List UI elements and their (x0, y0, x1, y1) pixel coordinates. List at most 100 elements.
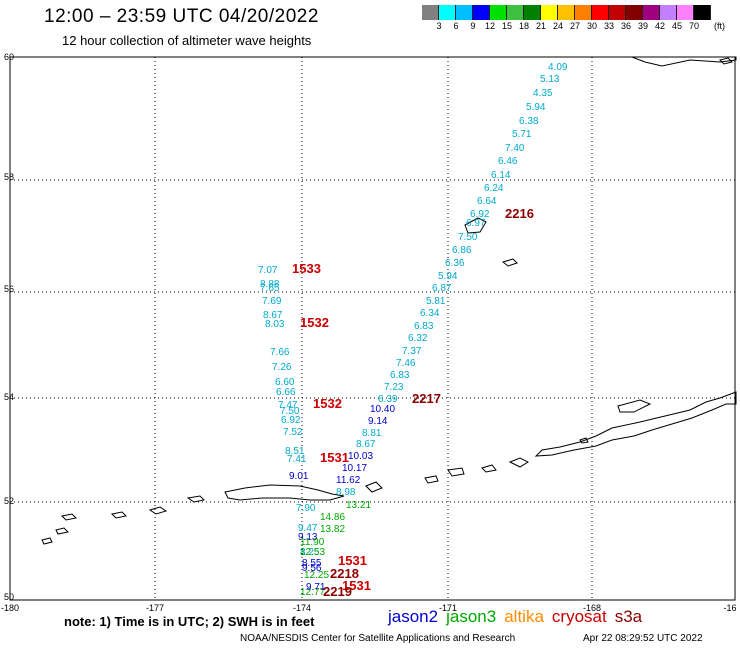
pass-time-label: 1531 (342, 578, 371, 593)
wave-height-label: 7.47 (278, 400, 298, 411)
wave-height-label: 12.53 (300, 547, 325, 558)
pass-time-label: 2219 (323, 584, 352, 599)
landmass (719, 57, 733, 65)
wave-height-label: 11.62 (336, 475, 361, 486)
pass-time-label: 2217 (412, 391, 441, 406)
wave-height-label: 7.23 (384, 382, 404, 393)
colorbar-tick-label: 21 (535, 21, 547, 31)
wave-height-label: 6.87 (432, 283, 452, 294)
wave-height-label: 5.94 (526, 102, 546, 113)
longitude-label: -168 (583, 603, 601, 613)
wave-height-label: 8.67 (356, 439, 376, 450)
pass-time-label: 2218 (330, 566, 359, 581)
wave-height-label: 5.71 (512, 129, 532, 140)
wave-height-label: 8.81 (362, 428, 382, 439)
page-title: 12:00 – 23:59 UTC 04/20/2022 (44, 6, 319, 27)
colorbar-tick-label: 3 (436, 21, 442, 31)
wave-height-label: 6.38 (519, 116, 539, 127)
landmass (617, 399, 652, 413)
wave-height-label: 8.98 (336, 487, 356, 498)
wave-height-label: 6.14 (491, 170, 511, 181)
colorbar-swatch (456, 5, 473, 20)
wave-height-label: 6.97 (466, 218, 486, 229)
wave-height-label: 8.25 (300, 547, 320, 558)
wave-height-label: 9.13 (298, 532, 318, 543)
latitude-label: 58 (4, 172, 14, 182)
latitude-label: 50 (4, 592, 14, 602)
pass-time-label: 1533 (292, 261, 321, 276)
wave-height-label: 9.47 (298, 523, 318, 534)
landmass (424, 475, 439, 484)
legend-cryosat: cryosat (551, 607, 607, 626)
wave-height-label: 6.83 (414, 321, 434, 332)
wave-height-label: 7.50 (280, 406, 300, 417)
landmass (447, 467, 465, 477)
colorbar-unit: (ft) (714, 21, 725, 31)
wave-height-label: 6.92 (470, 209, 490, 220)
colorbar-tick-label: 70 (688, 21, 700, 31)
landmass (148, 506, 168, 515)
legend-jason2: jason2 (388, 607, 439, 626)
wave-height-label: 7.50 (458, 232, 478, 243)
wave-height-label: 7.46 (396, 358, 416, 369)
wave-height-label: 6.34 (420, 308, 440, 319)
longitude-label: -180 (1, 603, 19, 613)
wave-height-label: 10.03 (348, 451, 373, 462)
colorbar-tick-label: 6 (453, 21, 459, 31)
colorbar-swatch (643, 5, 660, 20)
colorbar-swatch (694, 5, 711, 20)
wave-height-label: 12.25 (304, 570, 329, 581)
latitude-label: 52 (4, 496, 14, 506)
pass-time-label: 2216 (505, 206, 534, 221)
colorbar-swatch (473, 5, 490, 20)
wave-height-label: 6.83 (390, 370, 410, 381)
map-frame (9, 56, 736, 601)
coastline (41, 56, 737, 545)
pass-time-label: 1532 (300, 315, 329, 330)
colorbar-swatch (490, 5, 507, 20)
wave-height-label: 13.82 (320, 524, 345, 535)
colorbar-swatch (592, 5, 609, 20)
wave-height-label: 9.14 (368, 416, 388, 427)
colorbar-swatch (524, 5, 541, 20)
wave-height-label: 4.09 (548, 62, 568, 73)
wave-height-label: 7.52 (283, 427, 303, 438)
legend-s3a: s3a (614, 607, 643, 626)
colorbar-tick-label: 30 (586, 21, 598, 31)
wave-height-label: 8.88 (260, 279, 280, 290)
wave-height-label: 7.41 (287, 454, 307, 465)
wave-height-label: 7.37 (402, 346, 422, 357)
latitude-label: 54 (4, 392, 14, 402)
wave-height-label: 6.66 (276, 387, 296, 398)
wave-height-label: 6.32 (408, 333, 428, 344)
wave-height-label: 13.21 (346, 500, 371, 511)
wave-height-label: 6.39 (378, 394, 398, 405)
colorbar-tick-label: 33 (603, 21, 615, 31)
landmass (41, 537, 53, 545)
legend-altika: altika (504, 607, 544, 626)
landmass (55, 527, 70, 535)
longitude-label: -16 (723, 603, 736, 613)
wave-height-label: 6.92 (281, 415, 301, 426)
longitude-label: -174 (293, 603, 311, 613)
wave-height-label: 8.67 (263, 310, 283, 321)
wave-height-label: 10.40 (370, 404, 395, 415)
landmass (534, 391, 737, 457)
colorbar-swatch (439, 5, 456, 20)
landmass (508, 457, 530, 468)
colorbar-swatch (422, 5, 439, 20)
colorbar-tick-label: 36 (620, 21, 632, 31)
colorbar-tick-label: 12 (484, 21, 496, 31)
colorbar-swatch (660, 5, 677, 20)
satellite-legend: jason2 jason3 altika cryosat s3a (388, 607, 650, 627)
colorbar-tick-label: 15 (501, 21, 513, 31)
colorbar-swatch (609, 5, 626, 20)
landmass (579, 437, 589, 444)
wave-height-label: 7.66 (270, 347, 290, 358)
colorbar-tick-label: 27 (569, 21, 581, 31)
wave-height-label: 8.51 (285, 446, 305, 457)
landmass (631, 56, 737, 67)
wave-height-label: 5.94 (438, 271, 458, 282)
colorbar-swatch (575, 5, 592, 20)
wave-height-label: 9.71 (306, 582, 326, 593)
